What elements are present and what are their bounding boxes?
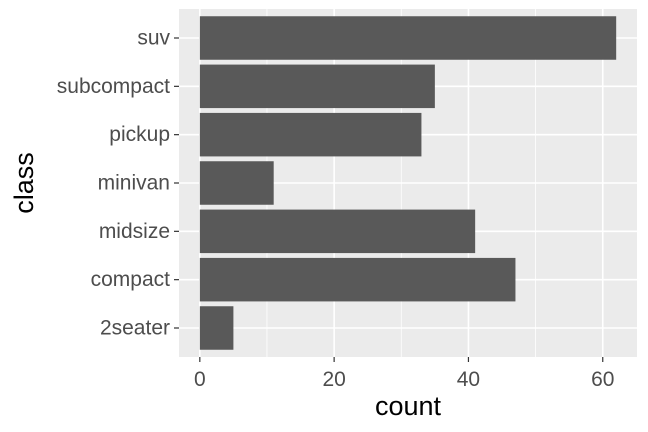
bars — [199, 16, 617, 350]
bar-minivan — [199, 161, 274, 205]
bar-pickup — [199, 112, 422, 157]
x-tick-label: 20 — [322, 368, 345, 391]
y-tick-label: 2seater — [100, 317, 170, 340]
bar-compact — [199, 257, 516, 302]
bar-2seater — [199, 306, 234, 350]
y-tick-label: suv — [137, 27, 170, 50]
x-tick-label: 0 — [194, 368, 206, 391]
x-tick-label: 40 — [457, 368, 480, 391]
y-tick-label: compact — [91, 268, 171, 291]
y-tick-label: midsize — [99, 220, 170, 243]
y-axis-title: class — [9, 152, 39, 214]
x-tick-label: 60 — [591, 368, 614, 391]
y-tick-label: subcompact — [57, 75, 170, 98]
x-axis: 0 20 40 60 — [194, 357, 614, 391]
y-axis: 2seater compact midsize minivan pickup subcom… — [57, 27, 179, 340]
bar-subcompact — [199, 64, 435, 109]
bar-suv — [199, 16, 617, 60]
x-axis-title: count — [375, 391, 442, 421]
y-tick-label: minivan — [98, 172, 170, 195]
y-tick-label: pickup — [109, 123, 170, 146]
bar-midsize — [199, 209, 476, 254]
